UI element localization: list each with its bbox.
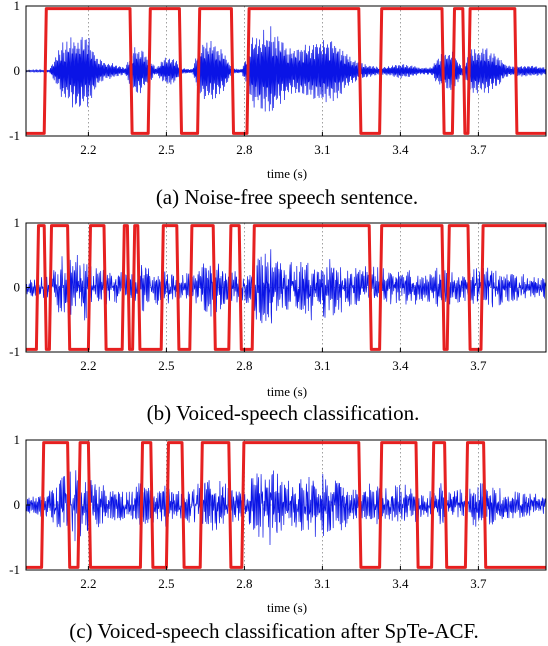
panel-c: (c) Voiced-speech classification after S… — [9, 432, 547, 643]
y-tick-label-1: 0 — [14, 497, 21, 512]
signal-waveform — [25, 249, 547, 324]
y-tick-label-2: 1 — [14, 432, 21, 447]
y-tick-label-0: -1 — [9, 344, 20, 359]
x-tick-label-1: 2.5 — [158, 576, 174, 591]
panel-c-xlabel: time (s) — [267, 600, 307, 615]
x-tick-label-3: 3.1 — [314, 576, 330, 591]
y-tick-label-2: 1 — [14, 0, 21, 13]
x-tick-label-5: 3.7 — [470, 142, 487, 157]
signal-waveform — [25, 26, 547, 112]
classification-line — [25, 224, 547, 351]
x-tick-label-0: 2.2 — [80, 576, 96, 591]
x-tick-label-2: 2.8 — [236, 576, 252, 591]
x-tick-label-4: 3.4 — [392, 142, 409, 157]
classification-line — [26, 7, 546, 135]
classification-line — [26, 441, 546, 569]
x-tick-label-4: 3.4 — [392, 358, 409, 373]
y-tick-label-0: -1 — [9, 128, 20, 143]
x-tick-label-3: 3.1 — [314, 358, 330, 373]
panel-a-caption: (a) Noise-free speech sentence. — [156, 185, 418, 209]
panel-a: (a) Noise-free speech sentence. time (s)… — [9, 0, 547, 209]
signal-waveform — [25, 470, 547, 546]
y-tick-label-1: 0 — [14, 280, 21, 295]
x-tick-label-5: 3.7 — [470, 576, 487, 591]
x-tick-label-0: 2.2 — [80, 358, 96, 373]
x-tick-label-3: 3.1 — [314, 142, 330, 157]
x-tick-label-0: 2.2 — [80, 142, 96, 157]
x-tick-label-5: 3.7 — [470, 358, 487, 373]
y-tick-label-2: 1 — [14, 215, 21, 230]
y-tick-label-1: 0 — [14, 63, 21, 78]
x-tick-label-2: 2.8 — [236, 142, 252, 157]
x-tick-label-1: 2.5 — [158, 142, 174, 157]
panel-b-caption: (b) Voiced-speech classification. — [147, 401, 420, 425]
panel-b: (b) Voiced-speech classification. time (… — [9, 215, 547, 425]
panel-b-xlabel: time (s) — [267, 384, 307, 399]
x-tick-label-1: 2.5 — [158, 358, 174, 373]
x-tick-label-4: 3.4 — [392, 576, 409, 591]
x-tick-label-2: 2.8 — [236, 358, 252, 373]
y-tick-label-0: -1 — [9, 562, 20, 577]
panel-c-caption: (c) Voiced-speech classification after S… — [69, 619, 479, 643]
panel-a-xlabel: time (s) — [267, 166, 307, 181]
